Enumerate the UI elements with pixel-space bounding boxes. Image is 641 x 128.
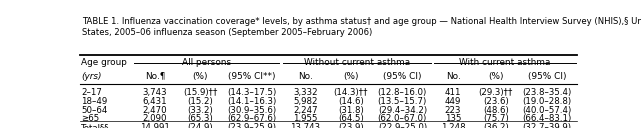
Text: 411: 411 [445,88,462,97]
Text: (62.9–67.6): (62.9–67.6) [228,114,276,123]
Text: (22.9–25.0): (22.9–25.0) [378,123,427,128]
Text: (95% CI): (95% CI) [528,72,567,81]
Text: (29.4–34.2): (29.4–34.2) [378,106,427,115]
Text: (23.6): (23.6) [483,97,508,106]
Text: Total§§: Total§§ [81,123,110,128]
Text: 135: 135 [445,114,462,123]
Text: (24.9): (24.9) [188,123,213,128]
Text: 3,332: 3,332 [293,88,318,97]
Text: (14.6): (14.6) [338,97,364,106]
Text: 6,431: 6,431 [143,97,167,106]
Text: 13,743: 13,743 [290,123,320,128]
Text: (62.0–67.0): (62.0–67.0) [378,114,427,123]
Text: ≥65: ≥65 [81,114,99,123]
Text: No.¶: No.¶ [145,72,165,81]
Text: (12.8–16.0): (12.8–16.0) [378,88,427,97]
Text: 2,247: 2,247 [293,106,318,115]
Text: (40.0–57.4): (40.0–57.4) [522,106,572,115]
Text: (66.4–83.1): (66.4–83.1) [522,114,572,123]
Text: (95% CI): (95% CI) [383,72,422,81]
Text: 2,470: 2,470 [143,106,167,115]
Text: 2–17: 2–17 [81,88,102,97]
Text: (%): (%) [193,72,208,81]
Text: (13.5–15.7): (13.5–15.7) [378,97,427,106]
Text: (23.9–25.9): (23.9–25.9) [228,123,276,128]
Text: 1,248: 1,248 [441,123,465,128]
Text: 5,982: 5,982 [293,97,318,106]
Text: No.: No. [445,72,460,81]
Text: (32.7–39.9): (32.7–39.9) [522,123,572,128]
Text: (64.5): (64.5) [338,114,364,123]
Text: All persons: All persons [182,58,231,67]
Text: No.: No. [298,72,313,81]
Text: (30.9–35.6): (30.9–35.6) [228,106,276,115]
Text: (14.3–17.5): (14.3–17.5) [228,88,276,97]
Text: (65.3): (65.3) [188,114,213,123]
Text: 3,743: 3,743 [143,88,167,97]
Text: 50–64: 50–64 [81,106,108,115]
Text: (14.1–16.3): (14.1–16.3) [228,97,276,106]
Text: (95% CI**): (95% CI**) [228,72,276,81]
Text: 14,991: 14,991 [140,123,170,128]
Text: 449: 449 [445,97,462,106]
Text: (23.8–35.4): (23.8–35.4) [522,88,572,97]
Text: (33.2): (33.2) [188,106,213,115]
Text: 18–49: 18–49 [81,97,108,106]
Text: Age group: Age group [81,58,127,67]
Text: (75.7): (75.7) [483,114,508,123]
Text: (36.2): (36.2) [483,123,508,128]
Text: 223: 223 [445,106,462,115]
Text: (23.9): (23.9) [338,123,363,128]
Text: 1,955: 1,955 [293,114,318,123]
Text: Without current asthma: Without current asthma [304,58,410,67]
Text: (29.3)††: (29.3)†† [479,88,513,97]
Text: (%): (%) [488,72,503,81]
Text: (48.6): (48.6) [483,106,508,115]
Text: (yrs): (yrs) [81,72,102,81]
Text: (%): (%) [343,72,359,81]
Text: (31.8): (31.8) [338,106,364,115]
Text: (15.9)††: (15.9)†† [183,88,218,97]
Text: (14.3)††: (14.3)†† [334,88,368,97]
Text: (15.2): (15.2) [188,97,213,106]
Text: 2,090: 2,090 [143,114,167,123]
Text: TABLE 1. Influenza vaccination coverage* levels, by asthma status† and age group: TABLE 1. Influenza vaccination coverage*… [81,17,641,37]
Text: With current asthma: With current asthma [459,58,550,67]
Text: (19.0–28.8): (19.0–28.8) [522,97,572,106]
